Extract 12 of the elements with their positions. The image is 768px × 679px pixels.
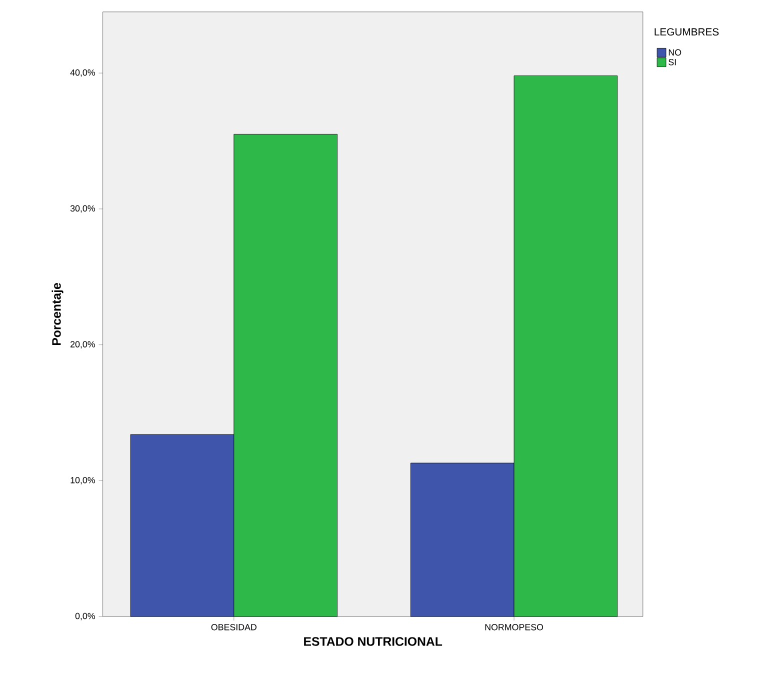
y-tick-label: 30,0% <box>70 205 96 213</box>
legend-title: LEGUMBRES <box>654 28 719 36</box>
y-axis-title: Porcentaje <box>52 282 64 345</box>
y-tick-label: 0,0% <box>75 612 96 620</box>
x-tick-label: NORMOPESO <box>485 624 544 630</box>
x-axis-title: ESTADO NUTRICIONAL <box>304 637 442 646</box>
legend-label: SI <box>668 58 676 66</box>
legend-label: NO <box>668 49 682 56</box>
y-tick-label: 20,0% <box>70 341 96 348</box>
x-tick-label: OBESIDAD <box>211 624 256 630</box>
y-tick-label: 10,0% <box>70 476 96 484</box>
y-tick-label: 40,0% <box>70 69 96 77</box>
